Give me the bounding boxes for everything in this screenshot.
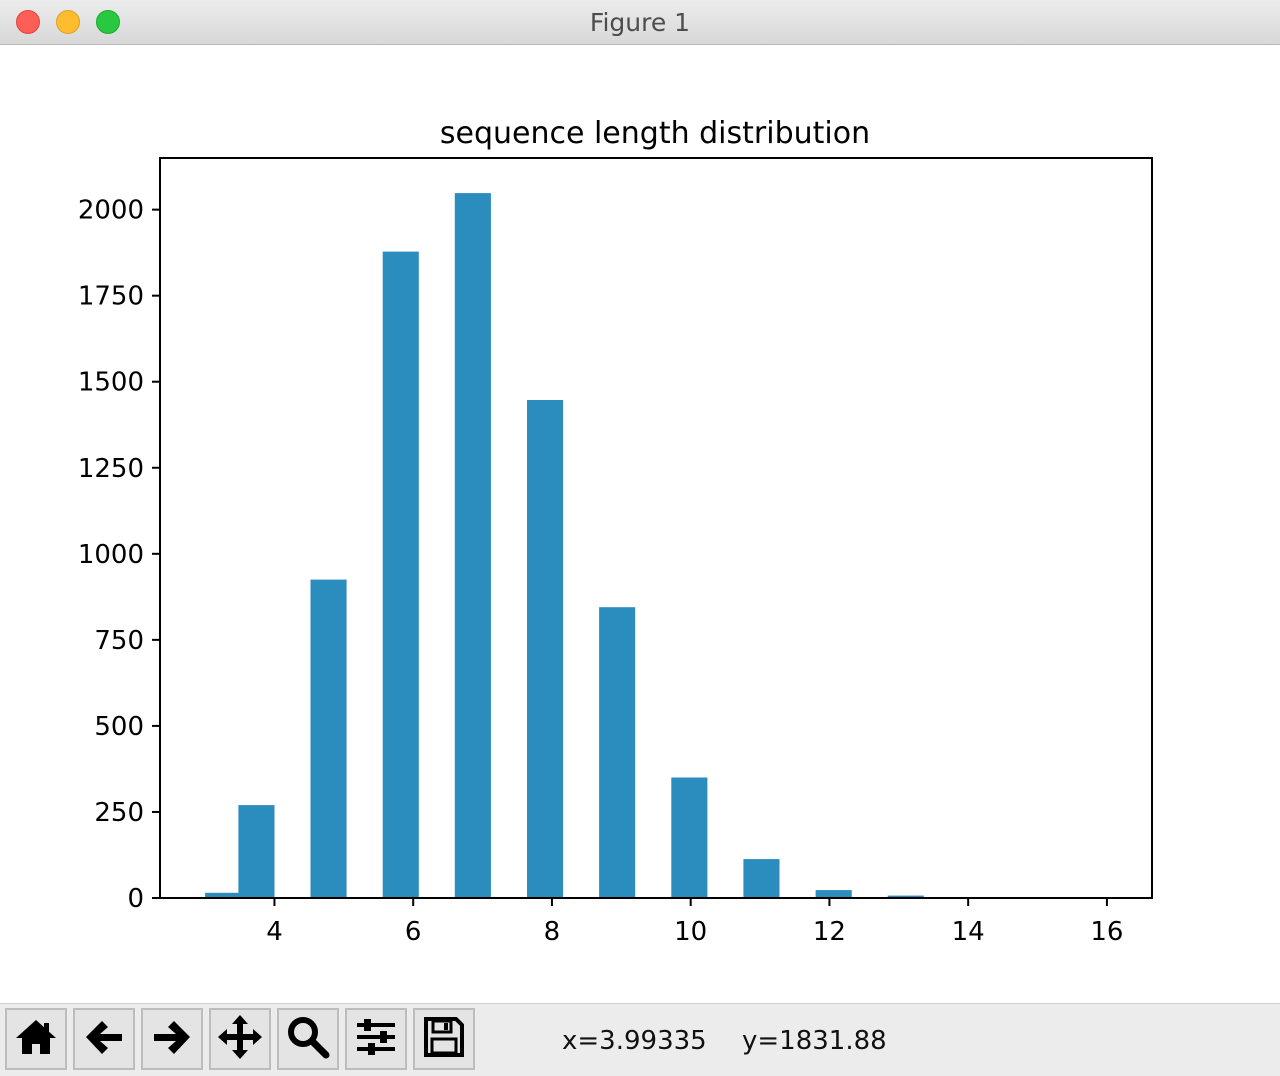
figure-canvas[interactable]: sequence length distribution 4 6 8 10 12 14 16… xyxy=(0,45,1280,1003)
zoom-magnifier-icon xyxy=(286,1015,330,1063)
histogram-bar xyxy=(310,579,347,898)
histogram-chart[interactable]: sequence length distribution 4 6 8 10 12 14 16… xyxy=(0,45,1280,1003)
x-tick-label: 10 xyxy=(674,917,707,947)
forward-button[interactable] xyxy=(141,1008,203,1070)
x-tick-label: 8 xyxy=(544,917,561,947)
back-arrow-icon xyxy=(82,1017,126,1061)
bars-layer xyxy=(205,193,1107,899)
x-coordinate-readout: x=3.99335 xyxy=(562,1026,707,1056)
forward-arrow-icon xyxy=(150,1017,194,1061)
y-tick-label: 0 xyxy=(127,884,144,914)
y-tick-label: 1250 xyxy=(78,454,144,484)
x-tick-label: 4 xyxy=(266,917,283,947)
y-tick-label: 500 xyxy=(94,712,144,742)
save-floppy-icon xyxy=(423,1016,465,1062)
back-button[interactable] xyxy=(73,1008,135,1070)
close-window-button[interactable] xyxy=(16,10,40,34)
histogram-bar xyxy=(205,892,242,898)
zoom-window-button[interactable] xyxy=(96,10,120,34)
home-icon xyxy=(14,1017,58,1061)
y-tick-label: 250 xyxy=(94,798,144,828)
histogram-bar xyxy=(743,859,780,898)
plot-frame xyxy=(159,157,1153,899)
histogram-bar xyxy=(671,777,708,898)
axes-layer: 4 6 8 10 12 14 16 0 250 500 750 1000 1250 1500 1750 200… xyxy=(78,157,1153,947)
x-tick-label: 12 xyxy=(813,917,846,947)
y-tick-label: 750 xyxy=(94,626,144,656)
histogram-bar xyxy=(887,895,924,898)
histogram-bar xyxy=(454,193,491,899)
configure-subplots-button[interactable] xyxy=(345,1008,407,1070)
x-tick-label: 6 xyxy=(405,917,422,947)
x-tick-label: 14 xyxy=(952,917,985,947)
pan-button[interactable] xyxy=(209,1008,271,1070)
configure-subplots-icon xyxy=(354,1017,398,1061)
x-tick-label: 16 xyxy=(1090,917,1123,947)
save-button[interactable] xyxy=(413,1008,475,1070)
minimize-window-button[interactable] xyxy=(56,10,80,34)
title-bar[interactable]: Figure 1 xyxy=(0,0,1280,45)
histogram-bar xyxy=(238,805,275,898)
y-tick-label: 1000 xyxy=(78,540,144,570)
y-tick-label: 1500 xyxy=(78,368,144,398)
chart-title: sequence length distribution xyxy=(440,116,870,151)
y-tick-label: 1750 xyxy=(78,282,144,312)
histogram-bar xyxy=(382,251,419,899)
window-title: Figure 1 xyxy=(589,8,691,37)
pan-move-icon xyxy=(216,1013,264,1065)
histogram-bar xyxy=(527,400,564,898)
zoom-button[interactable] xyxy=(277,1008,339,1070)
y-tick-label: 2000 xyxy=(78,196,144,226)
histogram-bar xyxy=(815,890,852,898)
histogram-bar xyxy=(599,607,636,898)
home-button[interactable] xyxy=(5,1008,67,1070)
y-coordinate-readout: y=1831.88 xyxy=(742,1026,887,1056)
